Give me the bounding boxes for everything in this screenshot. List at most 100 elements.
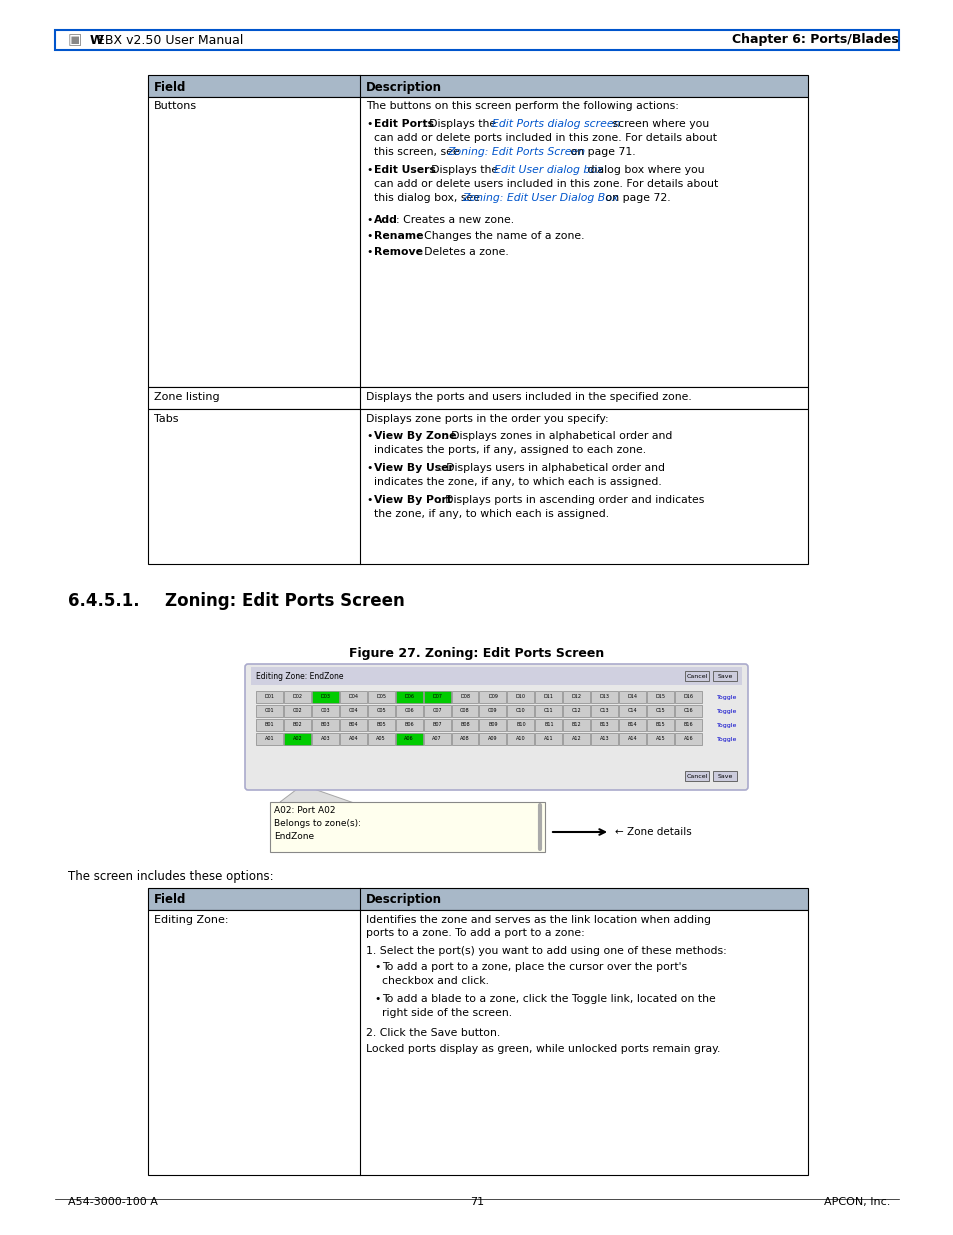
Bar (535, 705, 561, 718)
Text: A54-3000-100 A: A54-3000-100 A (68, 1197, 157, 1207)
Text: ▣: ▣ (68, 32, 82, 47)
Text: ← Zone details: ← Zone details (615, 827, 691, 837)
Bar (423, 692, 450, 703)
Bar (367, 705, 395, 718)
Text: Save: Save (717, 773, 732, 778)
Text: B03: B03 (320, 722, 330, 727)
Text: : Creates a new zone.: : Creates a new zone. (395, 215, 514, 225)
Text: C15: C15 (655, 709, 664, 714)
Bar (451, 692, 478, 703)
Text: D06: D06 (404, 694, 414, 699)
Text: A04: A04 (348, 736, 357, 741)
Text: 1. Select the port(s) you want to add using one of these methods:: 1. Select the port(s) you want to add us… (366, 946, 726, 956)
Bar (535, 734, 561, 745)
Bar (618, 719, 645, 731)
Bar (251, 667, 741, 685)
Text: •: • (366, 463, 372, 473)
Text: •: • (366, 119, 372, 128)
Text: View By Port: View By Port (374, 495, 452, 505)
Bar (618, 734, 645, 745)
Text: Locked ports display as green, while unlocked ports remain gray.: Locked ports display as green, while unl… (366, 1044, 720, 1053)
Bar (562, 692, 590, 703)
Bar (148, 98, 807, 387)
Text: Displays the ports and users included in the specified zone.: Displays the ports and users included in… (366, 391, 691, 403)
Text: D15: D15 (655, 694, 665, 699)
Bar (148, 888, 807, 910)
Text: D11: D11 (543, 694, 554, 699)
Text: D16: D16 (682, 694, 693, 699)
Text: •: • (366, 431, 372, 441)
Text: : Deletes a zone.: : Deletes a zone. (416, 247, 508, 257)
Bar (339, 719, 366, 731)
Bar (507, 734, 534, 745)
Text: D10: D10 (516, 694, 525, 699)
Text: C11: C11 (543, 709, 553, 714)
Bar (312, 705, 338, 718)
Text: A12: A12 (572, 736, 581, 741)
Text: D01: D01 (264, 694, 274, 699)
Text: Zoning: Edit Ports Screen: Zoning: Edit Ports Screen (447, 147, 584, 157)
Text: B14: B14 (627, 722, 637, 727)
Text: Add: Add (374, 215, 397, 225)
Text: B10: B10 (516, 722, 525, 727)
Text: •: • (374, 994, 380, 1004)
Bar (312, 719, 338, 731)
Bar (148, 387, 807, 409)
Text: can add or delete users included in this zone. For details about: can add or delete users included in this… (374, 179, 718, 189)
Text: B04: B04 (348, 722, 357, 727)
Text: A08: A08 (459, 736, 469, 741)
Bar (562, 734, 590, 745)
Text: Zone listing: Zone listing (153, 391, 219, 403)
Text: 71: 71 (470, 1197, 483, 1207)
Text: A01: A01 (264, 736, 274, 741)
Text: the zone, if any, to which each is assigned.: the zone, if any, to which each is assig… (374, 509, 608, 519)
Bar (479, 705, 506, 718)
Bar (479, 734, 506, 745)
Text: B11: B11 (543, 722, 553, 727)
Text: 2. Click the Save button.: 2. Click the Save button. (366, 1028, 499, 1037)
Text: W: W (90, 33, 104, 47)
Text: D04: D04 (348, 694, 358, 699)
Text: A02: Port A02: A02: Port A02 (274, 806, 335, 815)
Text: B13: B13 (599, 722, 609, 727)
Text: B05: B05 (376, 722, 386, 727)
Bar (479, 692, 506, 703)
Text: : Changes the name of a zone.: : Changes the name of a zone. (416, 231, 584, 241)
Bar (339, 705, 366, 718)
Bar (312, 692, 338, 703)
Text: Toggle: Toggle (716, 736, 737, 741)
Text: C04: C04 (348, 709, 357, 714)
Text: Buttons: Buttons (153, 101, 197, 111)
Bar (646, 705, 674, 718)
Text: B07: B07 (432, 722, 441, 727)
Bar (675, 692, 701, 703)
Bar (684, 671, 708, 680)
Text: dialog box where you: dialog box where you (583, 165, 704, 175)
Text: B12: B12 (572, 722, 581, 727)
Text: View By User: View By User (374, 463, 454, 473)
Bar (270, 802, 544, 852)
Text: Edit User dialog box: Edit User dialog box (494, 165, 602, 175)
Text: Displays zone ports in the order you specify:: Displays zone ports in the order you spe… (366, 414, 608, 424)
Bar (284, 705, 311, 718)
Bar (339, 692, 366, 703)
Text: B01: B01 (264, 722, 274, 727)
Text: D13: D13 (599, 694, 609, 699)
Bar (591, 719, 618, 731)
Text: Cancel: Cancel (685, 673, 707, 678)
Text: Toggle: Toggle (716, 722, 737, 727)
Text: A16: A16 (683, 736, 693, 741)
Text: A07: A07 (432, 736, 441, 741)
Text: B09: B09 (488, 722, 497, 727)
Bar (535, 719, 561, 731)
Text: : Displays the: : Displays the (423, 165, 501, 175)
Bar (312, 734, 338, 745)
Bar (367, 692, 395, 703)
Bar (675, 719, 701, 731)
Text: D12: D12 (571, 694, 581, 699)
Text: B16: B16 (683, 722, 693, 727)
Polygon shape (280, 785, 495, 852)
Text: A14: A14 (627, 736, 637, 741)
Text: this screen, see: this screen, see (374, 147, 462, 157)
Bar (423, 719, 450, 731)
